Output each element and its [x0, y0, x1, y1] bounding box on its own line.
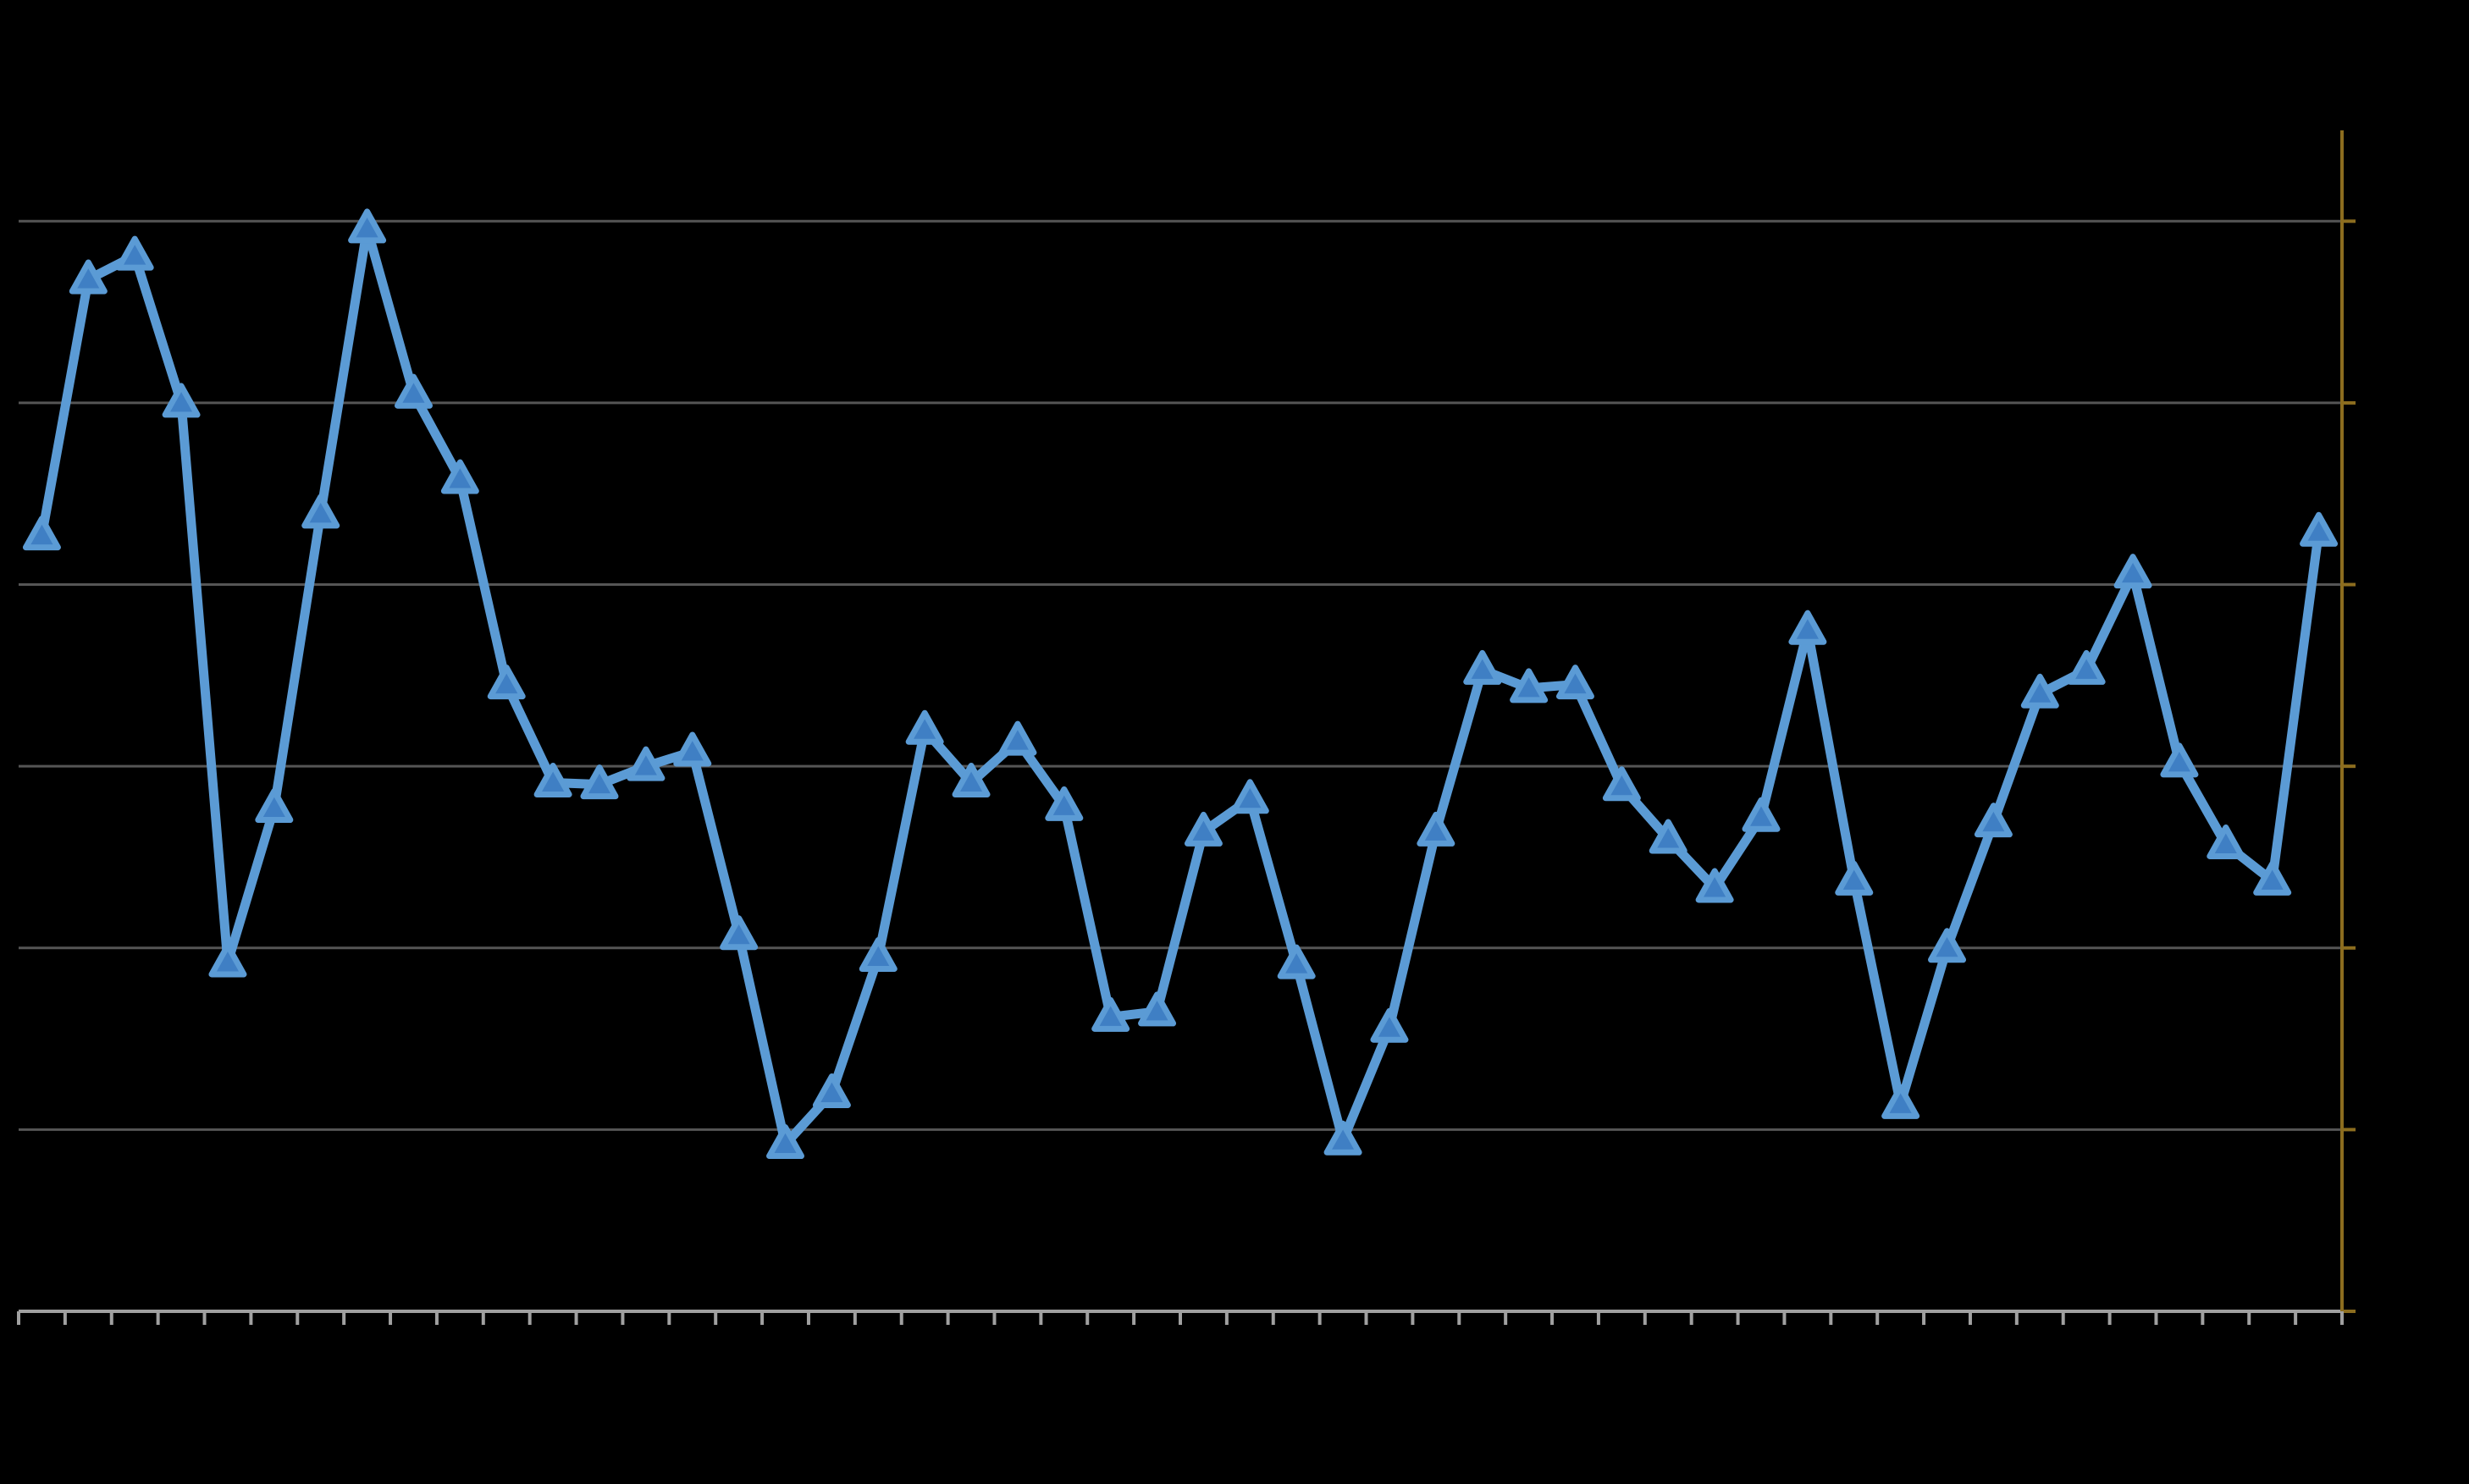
- marker: [115, 235, 154, 271]
- marker: [812, 1073, 851, 1108]
- marker: [1510, 668, 1549, 703]
- marker: [766, 1124, 805, 1160]
- marker: [1695, 868, 1734, 903]
- marker: [1184, 811, 1223, 847]
- marker: [348, 208, 387, 244]
- marker: [301, 494, 340, 529]
- marker: [2160, 742, 2199, 778]
- marker: [1974, 803, 2013, 838]
- marker: [22, 516, 61, 551]
- marker: [952, 762, 991, 797]
- marker: [1928, 928, 1967, 963]
- marker: [1788, 610, 1827, 645]
- marker: [69, 259, 108, 295]
- marker: [162, 383, 201, 418]
- marker: [627, 746, 666, 781]
- marker: [394, 373, 433, 409]
- marker: [580, 764, 619, 800]
- marker: [1602, 766, 1641, 802]
- marker: [255, 788, 294, 824]
- marker: [208, 942, 247, 978]
- marker: [1045, 786, 1084, 821]
- marker: [440, 459, 479, 494]
- marker: [2253, 860, 2292, 896]
- marker: [1323, 1120, 1362, 1156]
- marker: [1742, 797, 1781, 832]
- marker: [2020, 673, 2059, 709]
- marker: [1370, 1007, 1409, 1043]
- marker: [905, 709, 944, 745]
- marker: [998, 720, 1037, 756]
- marker: [1649, 819, 1687, 854]
- marker: [1138, 991, 1177, 1027]
- marker: [2113, 554, 2152, 589]
- marker: [720, 915, 759, 951]
- marker: [2300, 511, 2339, 547]
- marker: [1881, 1084, 1920, 1119]
- marker: [1230, 779, 1269, 814]
- marker: [1091, 996, 1130, 1032]
- marker: [1277, 944, 1316, 979]
- marker: [487, 665, 526, 700]
- marker: [533, 762, 572, 797]
- marker: [673, 731, 712, 767]
- marker: [1835, 860, 1874, 896]
- marker: [1463, 649, 1502, 685]
- marker: [1417, 811, 1455, 847]
- marker: [2207, 824, 2245, 859]
- marker: [859, 937, 898, 972]
- marker: [1555, 665, 1594, 700]
- marker: [2067, 649, 2106, 685]
